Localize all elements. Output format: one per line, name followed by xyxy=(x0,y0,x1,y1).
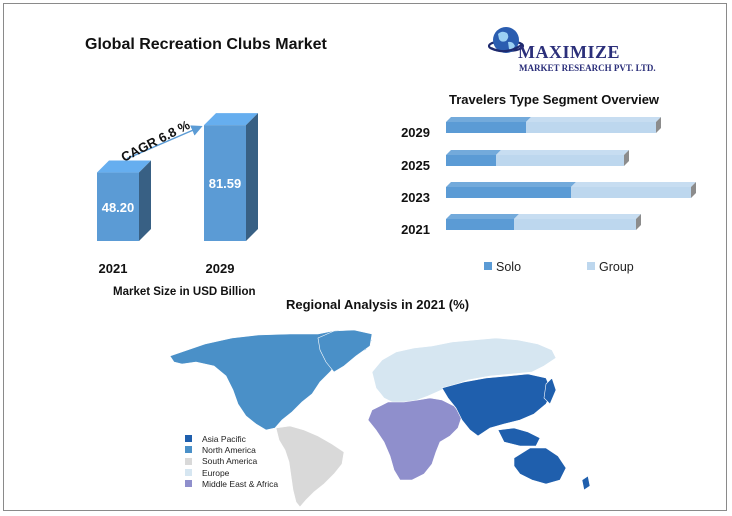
segment-front-face xyxy=(514,219,636,230)
segment-front-face xyxy=(446,122,526,133)
map-region-middle-east-africa xyxy=(367,397,463,481)
segment-end-cap xyxy=(691,182,696,198)
segment-top-face xyxy=(446,182,576,187)
map-legend-item: Europe xyxy=(185,467,278,478)
segment-year-label: 2021 xyxy=(401,222,430,237)
segment-top-face xyxy=(446,117,531,122)
company-logo: MAXIMIZE MARKET RESEARCH PVT. LTD. xyxy=(488,22,678,76)
map-region-south-america xyxy=(275,425,345,508)
segment-front-face xyxy=(496,155,624,166)
cagr-arrow xyxy=(126,125,203,160)
map-legend-label: South America xyxy=(202,456,258,467)
segment-legend-solo: Solo xyxy=(484,260,521,274)
market-size-caption: Market Size in USD Billion xyxy=(113,286,256,298)
segment-bar-solo-2023 xyxy=(446,182,576,198)
segment-end-cap xyxy=(624,150,629,166)
legend-label: Group xyxy=(599,260,634,274)
map-legend-swatch xyxy=(185,480,192,488)
segment-year-label: 2029 xyxy=(401,125,430,140)
market-bar-2021 xyxy=(97,160,151,241)
legend-label: Solo xyxy=(496,260,521,274)
map-legend-item: North America xyxy=(185,444,278,455)
segment-front-face xyxy=(571,187,691,198)
segment-top-face xyxy=(526,117,661,122)
map-region-asia-pacific xyxy=(441,373,553,437)
segment-bar-solo-2025 xyxy=(446,150,501,166)
map-region-new-zealand xyxy=(581,475,591,491)
segment-bar-group-2025 xyxy=(496,150,629,166)
segment-bar-group-2029 xyxy=(526,117,661,133)
legend-swatch xyxy=(484,262,492,270)
segment-year-label: 2023 xyxy=(401,190,430,205)
map-region-japan xyxy=(543,377,557,405)
segment-front-face xyxy=(446,155,496,166)
market-bar-2029 xyxy=(204,113,258,241)
map-legend-label: Europe xyxy=(202,467,230,478)
segment-end-cap xyxy=(656,117,661,133)
map-legend: Asia Pacific North America South America Eu… xyxy=(185,433,278,489)
globe-icon xyxy=(488,27,525,53)
segment-top-face xyxy=(571,182,696,187)
map-legend-label: Asia Pacific xyxy=(202,433,246,444)
regional-title: Regional Analysis in 2021 (%) xyxy=(286,297,470,312)
bar-side-face xyxy=(246,113,258,241)
infographic-frame xyxy=(3,3,727,511)
segment-bar-solo-2029 xyxy=(446,117,531,133)
bar-top-face xyxy=(204,113,258,126)
bar-front-face xyxy=(97,172,139,241)
bar-year-label: 2021 xyxy=(99,261,128,276)
bar-top-face xyxy=(97,160,151,173)
bar-value-label: 81.59 xyxy=(209,176,242,191)
segment-legend-group: Group xyxy=(587,260,634,274)
map-legend-item: South America xyxy=(185,456,278,467)
bar-year-label: 2029 xyxy=(206,261,235,276)
map-region-australia xyxy=(513,447,567,485)
map-region-north-america xyxy=(169,329,373,431)
map-region-greenland xyxy=(317,329,373,373)
segment-chart-title: Travelers Type Segment Overview xyxy=(449,92,660,107)
page-title: Global Recreation Clubs Market xyxy=(85,36,327,53)
segment-top-face xyxy=(446,150,501,155)
logo-name: MAXIMIZE xyxy=(518,42,620,62)
map-region-southeast-asia xyxy=(497,427,541,447)
bar-front-face xyxy=(204,125,246,241)
segment-top-face xyxy=(514,214,641,219)
segment-top-face xyxy=(496,150,629,155)
logo-subtitle: MARKET RESEARCH PVT. LTD. xyxy=(519,63,656,73)
map-legend-swatch xyxy=(185,469,192,477)
segment-front-face xyxy=(446,187,571,198)
map-legend-item: Middle East & Africa xyxy=(185,478,278,489)
map-legend-swatch xyxy=(185,435,192,443)
segment-top-face xyxy=(446,214,519,219)
segment-front-face xyxy=(526,122,656,133)
segment-bar-group-2021 xyxy=(514,214,641,230)
segment-bar-solo-2021 xyxy=(446,214,519,230)
segment-bar-group-2023 xyxy=(571,182,696,198)
bar-side-face xyxy=(139,160,151,241)
map-legend-swatch xyxy=(185,446,192,454)
map-legend-label: Middle East & Africa xyxy=(202,478,279,489)
map-legend-item: Asia Pacific xyxy=(185,433,278,444)
bar-value-label: 48.20 xyxy=(102,200,135,215)
segment-end-cap xyxy=(636,214,641,230)
segment-front-face xyxy=(446,219,514,230)
world-map xyxy=(169,329,591,508)
legend-swatch xyxy=(587,262,595,270)
cagr-label: CAGR 6.8 % xyxy=(119,117,193,165)
map-legend-label: North America xyxy=(202,444,256,455)
segment-year-label: 2025 xyxy=(401,158,430,173)
map-legend-swatch xyxy=(185,457,192,465)
